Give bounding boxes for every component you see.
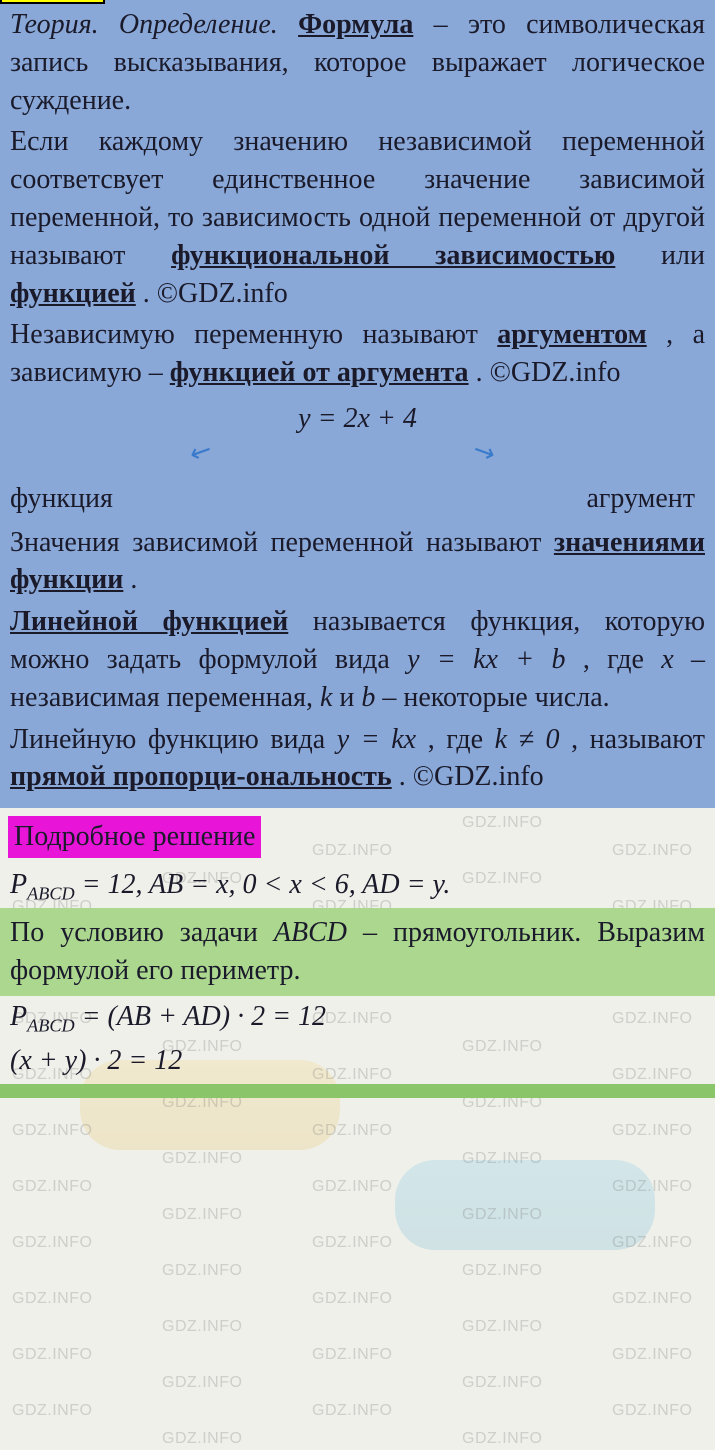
arrow-row: ↙ ↙ — [10, 440, 705, 480]
yellow-tag — [0, 0, 105, 4]
solution-header: Подробное решение — [8, 816, 261, 858]
para-argument: Независимую переменную называют аргумент… — [10, 316, 705, 392]
term-formula: Формула — [298, 9, 413, 40]
eq1-sub: ABCD — [27, 1015, 75, 1035]
p6c: , где — [428, 724, 495, 755]
step-block: По условию задачи ABCD – прямоугольник. … — [0, 908, 715, 996]
p6d: k ≠ 0 — [495, 724, 560, 755]
p4a: Значения зависимой переменной называют — [10, 527, 554, 558]
p3a: Независимую переменную называют — [10, 319, 497, 350]
para-linear: Линейной функцией называется функция, ко… — [10, 603, 705, 716]
eq1-p: P — [10, 1001, 27, 1032]
formula-1: y = 2x + 4 — [10, 400, 705, 438]
p5c: y = kx + b — [407, 644, 565, 675]
p5i: b — [361, 682, 375, 713]
given-line: PABCD = 12, AB = x, 0 < x < 6, AD = y. — [0, 864, 715, 908]
theory-label: Теория. Определение. — [10, 9, 278, 40]
p6g: . ©GDZ.info — [399, 761, 544, 792]
p6a: Линейную функцию вида — [10, 724, 337, 755]
func-arg-labels: функция агрумент — [10, 480, 705, 524]
p5e: x — [661, 644, 673, 675]
p5g: k — [320, 682, 332, 713]
p5j: – некоторые числа. — [382, 682, 609, 713]
theory-block: Теория. Определение. Формула – это симво… — [0, 0, 715, 808]
eq2: (x + y) · 2 = 12 — [0, 1040, 715, 1082]
given-sub: ABCD — [27, 884, 75, 904]
p6f: прямой пропорци-ональность — [10, 761, 392, 792]
p2d: функцией — [10, 278, 136, 309]
p3b: аргументом — [497, 319, 646, 350]
green-bar — [0, 1084, 715, 1098]
step1-math: ABCD — [274, 917, 347, 948]
eq1: PABCD = (AB + AD) · 2 = 12 — [0, 996, 715, 1040]
para-values: Значения зависимой переменной называют з… — [10, 524, 705, 600]
func-label: функция — [10, 480, 113, 518]
given-tail: = 12, AB = x, 0 < x < 6, AD = y. — [75, 869, 451, 900]
arg-label: агрумент — [586, 480, 695, 518]
para-proportional: Линейную функцию вида y = kx , где k ≠ 0… — [10, 721, 705, 797]
p3e: . ©GDZ.info — [476, 357, 621, 388]
p6e: , называют — [571, 724, 705, 755]
p2c: или — [661, 240, 705, 271]
p5a: Линейной функцией — [10, 606, 288, 637]
eq1-tail: = (AB + AD) · 2 = 12 — [75, 1001, 326, 1032]
p6b: y = kx — [337, 724, 416, 755]
p3d: функцией от аргумента — [170, 357, 469, 388]
step1: По условию задачи — [10, 917, 274, 948]
given-p: P — [10, 869, 27, 900]
para-functional: Если каждому значению независимой переме… — [10, 123, 705, 312]
p2e: . ©GDZ.info — [143, 278, 288, 309]
p5h: и — [339, 682, 361, 713]
p4c: . — [130, 564, 137, 595]
definition-para: Теория. Определение. Формула – это симво… — [10, 6, 705, 119]
p5d: , где — [583, 644, 661, 675]
p2b: функциональной зависимостью — [171, 240, 615, 271]
